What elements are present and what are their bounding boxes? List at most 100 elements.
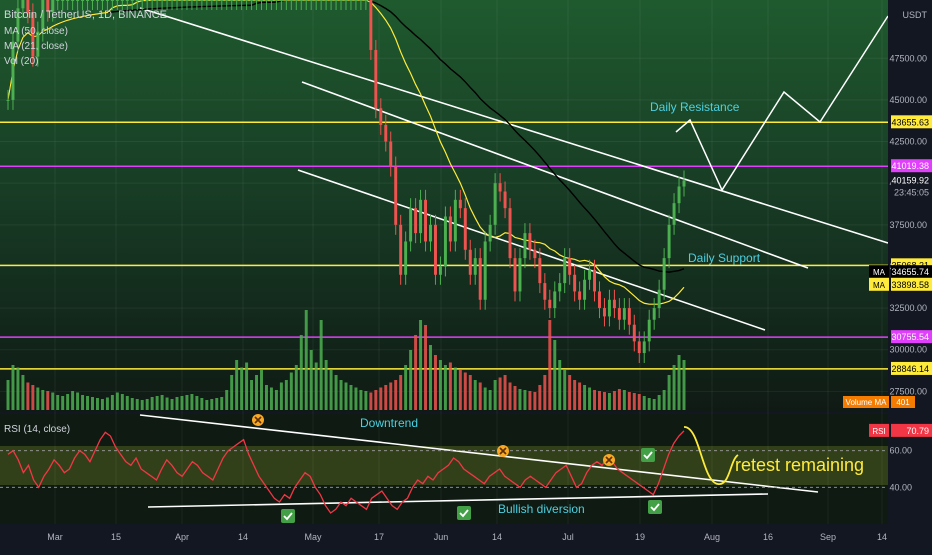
volume-bar-62 bbox=[314, 362, 318, 410]
volume-bar-13 bbox=[71, 391, 75, 410]
candle-125 bbox=[627, 308, 631, 325]
time-tick-12: Sep bbox=[820, 532, 836, 542]
candle-77 bbox=[389, 141, 393, 167]
candle-58 bbox=[294, 0, 298, 1]
volume-bar-125 bbox=[627, 392, 631, 410]
daily-support-label: Daily Support bbox=[688, 251, 761, 265]
candle-96 bbox=[483, 241, 487, 300]
volume-bar-130 bbox=[652, 399, 656, 410]
volume-bar-99 bbox=[498, 377, 502, 410]
volume-bar-114 bbox=[573, 380, 577, 410]
volume-bar-32 bbox=[165, 397, 169, 410]
currency-label: USDT bbox=[903, 10, 928, 20]
candle-6 bbox=[36, 31, 40, 57]
candle-136 bbox=[682, 180, 686, 187]
volume-bar-78 bbox=[394, 380, 398, 410]
candle-3 bbox=[21, 0, 25, 9]
time-tick-13: 14 bbox=[877, 532, 887, 542]
time-tick-0: Mar bbox=[47, 532, 63, 542]
check-box-1 bbox=[457, 506, 471, 520]
candle-31 bbox=[160, 0, 164, 1]
candle-54 bbox=[274, 0, 278, 1]
volume-bar-64 bbox=[324, 360, 328, 410]
volume-bar-82 bbox=[414, 335, 418, 410]
time-tick-6: Jun bbox=[434, 532, 449, 542]
volume-bar-136 bbox=[682, 360, 686, 410]
volume-bar-103 bbox=[518, 389, 522, 410]
candle-34 bbox=[175, 0, 179, 1]
daily-resistance-label: Daily Resistance bbox=[650, 100, 740, 114]
volume-bar-23 bbox=[120, 394, 124, 410]
candle-128 bbox=[642, 341, 646, 354]
candle-28 bbox=[145, 0, 149, 1]
candle-92 bbox=[463, 208, 467, 250]
volume-bar-90 bbox=[453, 367, 457, 410]
volume-bar-66 bbox=[334, 375, 338, 410]
candle-135 bbox=[677, 186, 681, 204]
volume-bar-115 bbox=[578, 382, 582, 410]
volume-bar-27 bbox=[140, 400, 144, 410]
x-mark-icon-0 bbox=[252, 414, 264, 426]
volume-bar-41 bbox=[210, 399, 214, 410]
time-tick-4: May bbox=[304, 532, 322, 542]
volume-ma-tag-bg bbox=[843, 396, 889, 408]
volume-bar-24 bbox=[125, 396, 129, 410]
candle-91 bbox=[458, 199, 462, 209]
volume-bar-35 bbox=[180, 396, 184, 410]
rsi-badge: 70.79 bbox=[906, 426, 929, 436]
volume-bar-28 bbox=[145, 399, 149, 410]
volume-bar-108 bbox=[543, 375, 547, 410]
candle-48 bbox=[245, 0, 249, 1]
volume-bar-116 bbox=[583, 385, 587, 410]
candle-25 bbox=[130, 0, 134, 1]
countdown-label: 23:45:05 bbox=[894, 188, 929, 198]
candle-44 bbox=[225, 0, 229, 1]
rsi-tick-0: 40.00 bbox=[889, 482, 912, 492]
price-tick-4: 37500.00 bbox=[889, 220, 927, 230]
ma50-badge-bg bbox=[891, 265, 932, 279]
candle-11 bbox=[61, 0, 65, 1]
candle-70 bbox=[354, 0, 358, 1]
check-mark-0 bbox=[283, 512, 293, 521]
candle-53 bbox=[269, 0, 273, 1]
candle-111 bbox=[558, 283, 562, 292]
volume-bar-9 bbox=[51, 392, 55, 410]
candle-112 bbox=[563, 258, 567, 284]
candle-57 bbox=[289, 0, 293, 1]
volume-bar-122 bbox=[612, 391, 616, 410]
ma50-badge-tag: MA bbox=[873, 268, 886, 277]
ma50-line bbox=[7, 0, 685, 273]
price-tick-8: 47500.00 bbox=[889, 53, 927, 63]
candle-63 bbox=[319, 0, 323, 1]
candle-24 bbox=[125, 0, 129, 1]
candle-42 bbox=[215, 0, 219, 1]
retest-remaining-label: retest remaining bbox=[735, 455, 864, 475]
level-badge-3-bg bbox=[891, 330, 932, 344]
volume-bar-129 bbox=[647, 398, 651, 410]
volume-bar-73 bbox=[369, 392, 373, 410]
volume-bar-126 bbox=[632, 393, 636, 410]
volume-bar-7 bbox=[41, 390, 45, 410]
volume-bar-95 bbox=[478, 382, 482, 410]
volume-bar-22 bbox=[115, 392, 119, 410]
volume-bar-111 bbox=[558, 360, 562, 410]
volume-bar-84 bbox=[424, 325, 428, 410]
level-badge-3: 30755.54 bbox=[891, 332, 929, 342]
volume-bar-1 bbox=[11, 365, 15, 410]
volume-bar-56 bbox=[284, 380, 288, 410]
candle-117 bbox=[588, 269, 592, 280]
volume-bar-6 bbox=[36, 387, 40, 410]
volume-bar-40 bbox=[205, 400, 209, 410]
candle-107 bbox=[538, 258, 542, 284]
candle-17 bbox=[91, 0, 94, 1]
volume-bar-87 bbox=[438, 360, 442, 410]
check-mark-3 bbox=[643, 451, 653, 460]
candle-121 bbox=[607, 299, 611, 317]
check-icon-2 bbox=[648, 500, 662, 514]
candles bbox=[6, 0, 686, 364]
candle-18 bbox=[95, 0, 99, 1]
candle-78 bbox=[394, 166, 398, 225]
candle-46 bbox=[235, 0, 239, 1]
volume-bar-83 bbox=[419, 320, 423, 410]
